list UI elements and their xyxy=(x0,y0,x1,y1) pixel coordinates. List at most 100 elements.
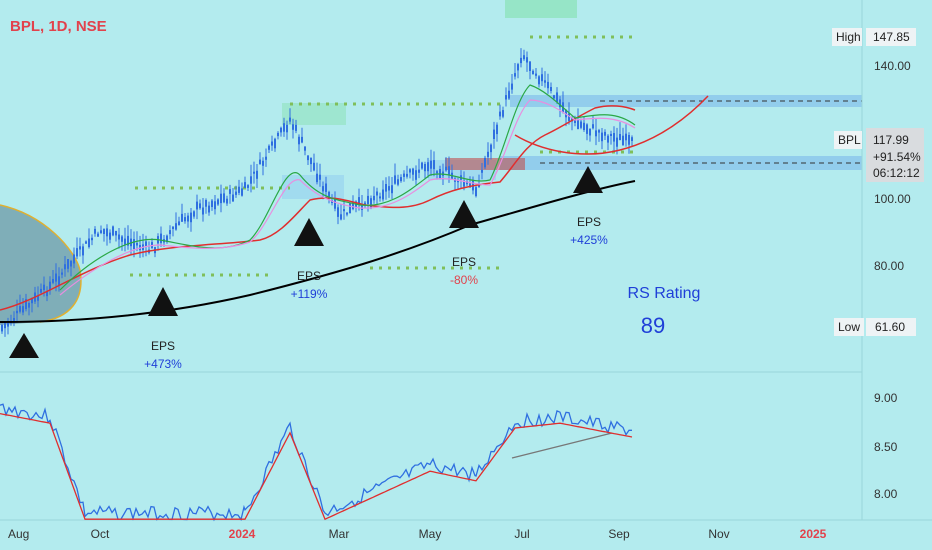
candle-body xyxy=(427,162,429,172)
candle-body xyxy=(505,95,507,100)
symbol-tag: BPL xyxy=(838,133,861,147)
date-label-oct: Oct xyxy=(91,527,110,541)
candle-body xyxy=(325,183,327,192)
zone-lower xyxy=(500,156,862,170)
candle-body xyxy=(121,236,123,242)
pivot-lines xyxy=(130,35,635,277)
candle-body xyxy=(217,199,219,205)
eps-title-2: EPS xyxy=(297,269,321,283)
candle-body xyxy=(616,137,618,147)
candle-body xyxy=(31,298,33,304)
candle-body xyxy=(22,306,24,313)
candle-body xyxy=(382,189,384,200)
candle-body xyxy=(232,194,234,202)
candle-body xyxy=(604,131,606,136)
eps-triangle-marker xyxy=(294,218,324,246)
candle-body xyxy=(226,198,228,204)
ma-200-line xyxy=(0,180,636,323)
eps-triangle-marker xyxy=(9,333,39,358)
candle-body xyxy=(433,160,435,170)
candle-body xyxy=(106,228,108,237)
candle-body xyxy=(82,246,84,256)
shaded-region-outline xyxy=(0,204,82,323)
candle-body xyxy=(103,228,105,234)
ma-10-line xyxy=(59,99,636,296)
candle-body xyxy=(73,254,75,264)
candle-body xyxy=(247,185,249,188)
candle-body xyxy=(310,157,312,165)
candle-body xyxy=(595,130,597,137)
candle-body xyxy=(124,238,126,245)
candle-body xyxy=(223,193,225,203)
candle-body xyxy=(49,281,51,291)
candle-body xyxy=(517,64,519,71)
candle-body xyxy=(568,113,570,122)
candle-body xyxy=(283,123,285,132)
candle-body xyxy=(280,127,282,133)
high-label-box xyxy=(832,28,862,46)
candle-body xyxy=(253,171,255,174)
candle-body xyxy=(277,132,279,137)
candle-body xyxy=(628,135,630,145)
candle-body xyxy=(469,183,471,188)
price-tick-80: 80.00 xyxy=(874,259,904,273)
price-tick-140: 140.00 xyxy=(874,59,911,73)
eps-triangle-marker xyxy=(148,287,178,316)
candle-body xyxy=(214,201,216,210)
highlight-feb xyxy=(282,103,346,125)
candle-body xyxy=(583,122,585,130)
eps-title-3: EPS xyxy=(452,255,476,269)
candle-body xyxy=(559,99,561,108)
rs-tick-8: 8.00 xyxy=(874,487,898,501)
eps-markers xyxy=(9,166,603,358)
candle-body xyxy=(385,184,387,192)
candle-body xyxy=(586,124,588,134)
candle-body xyxy=(289,117,291,122)
candle-body xyxy=(40,288,42,293)
candle-body xyxy=(88,238,90,248)
candle-body xyxy=(316,173,318,183)
symbol-tag-box xyxy=(834,131,862,149)
candle-body xyxy=(424,164,426,172)
candle-body xyxy=(376,191,378,196)
ma-50-line xyxy=(0,105,636,311)
rs-tick-9: 9.00 xyxy=(874,391,898,405)
candle-body xyxy=(55,273,57,282)
rs-line xyxy=(0,403,632,522)
rs-trendline xyxy=(511,432,613,459)
candle-body xyxy=(409,169,411,173)
countdown: 06:12:12 xyxy=(873,166,920,180)
box-feb xyxy=(282,175,344,199)
candle-body xyxy=(556,92,558,103)
candle-body xyxy=(7,321,9,327)
candle-body xyxy=(619,134,621,141)
candle-body xyxy=(229,189,231,194)
candle-body xyxy=(370,198,372,208)
candle-body xyxy=(541,74,543,82)
candle-body xyxy=(85,241,87,244)
candle-body xyxy=(415,170,417,180)
candle-body xyxy=(46,291,48,297)
candle-body xyxy=(196,201,198,210)
low-value: 61.60 xyxy=(875,320,905,334)
candle-body xyxy=(577,119,579,130)
candle-body xyxy=(334,198,336,209)
change-pct: +91.54% xyxy=(873,150,921,164)
candle-body xyxy=(160,233,162,243)
candle-body xyxy=(292,124,294,130)
candle-body xyxy=(259,159,261,165)
candle-body xyxy=(373,195,375,201)
last-price: 117.99 xyxy=(873,133,909,147)
candle-body xyxy=(358,197,360,204)
eps-value-1: +473% xyxy=(144,357,182,371)
candle-body xyxy=(133,239,135,249)
rs-ma-line xyxy=(0,412,633,521)
candle-body xyxy=(475,187,477,197)
candle-body xyxy=(349,203,351,214)
candle-body xyxy=(502,110,504,117)
low-value-box xyxy=(866,318,916,336)
candle-body xyxy=(418,169,420,173)
candle-body xyxy=(4,322,6,329)
candle-body xyxy=(493,129,495,139)
